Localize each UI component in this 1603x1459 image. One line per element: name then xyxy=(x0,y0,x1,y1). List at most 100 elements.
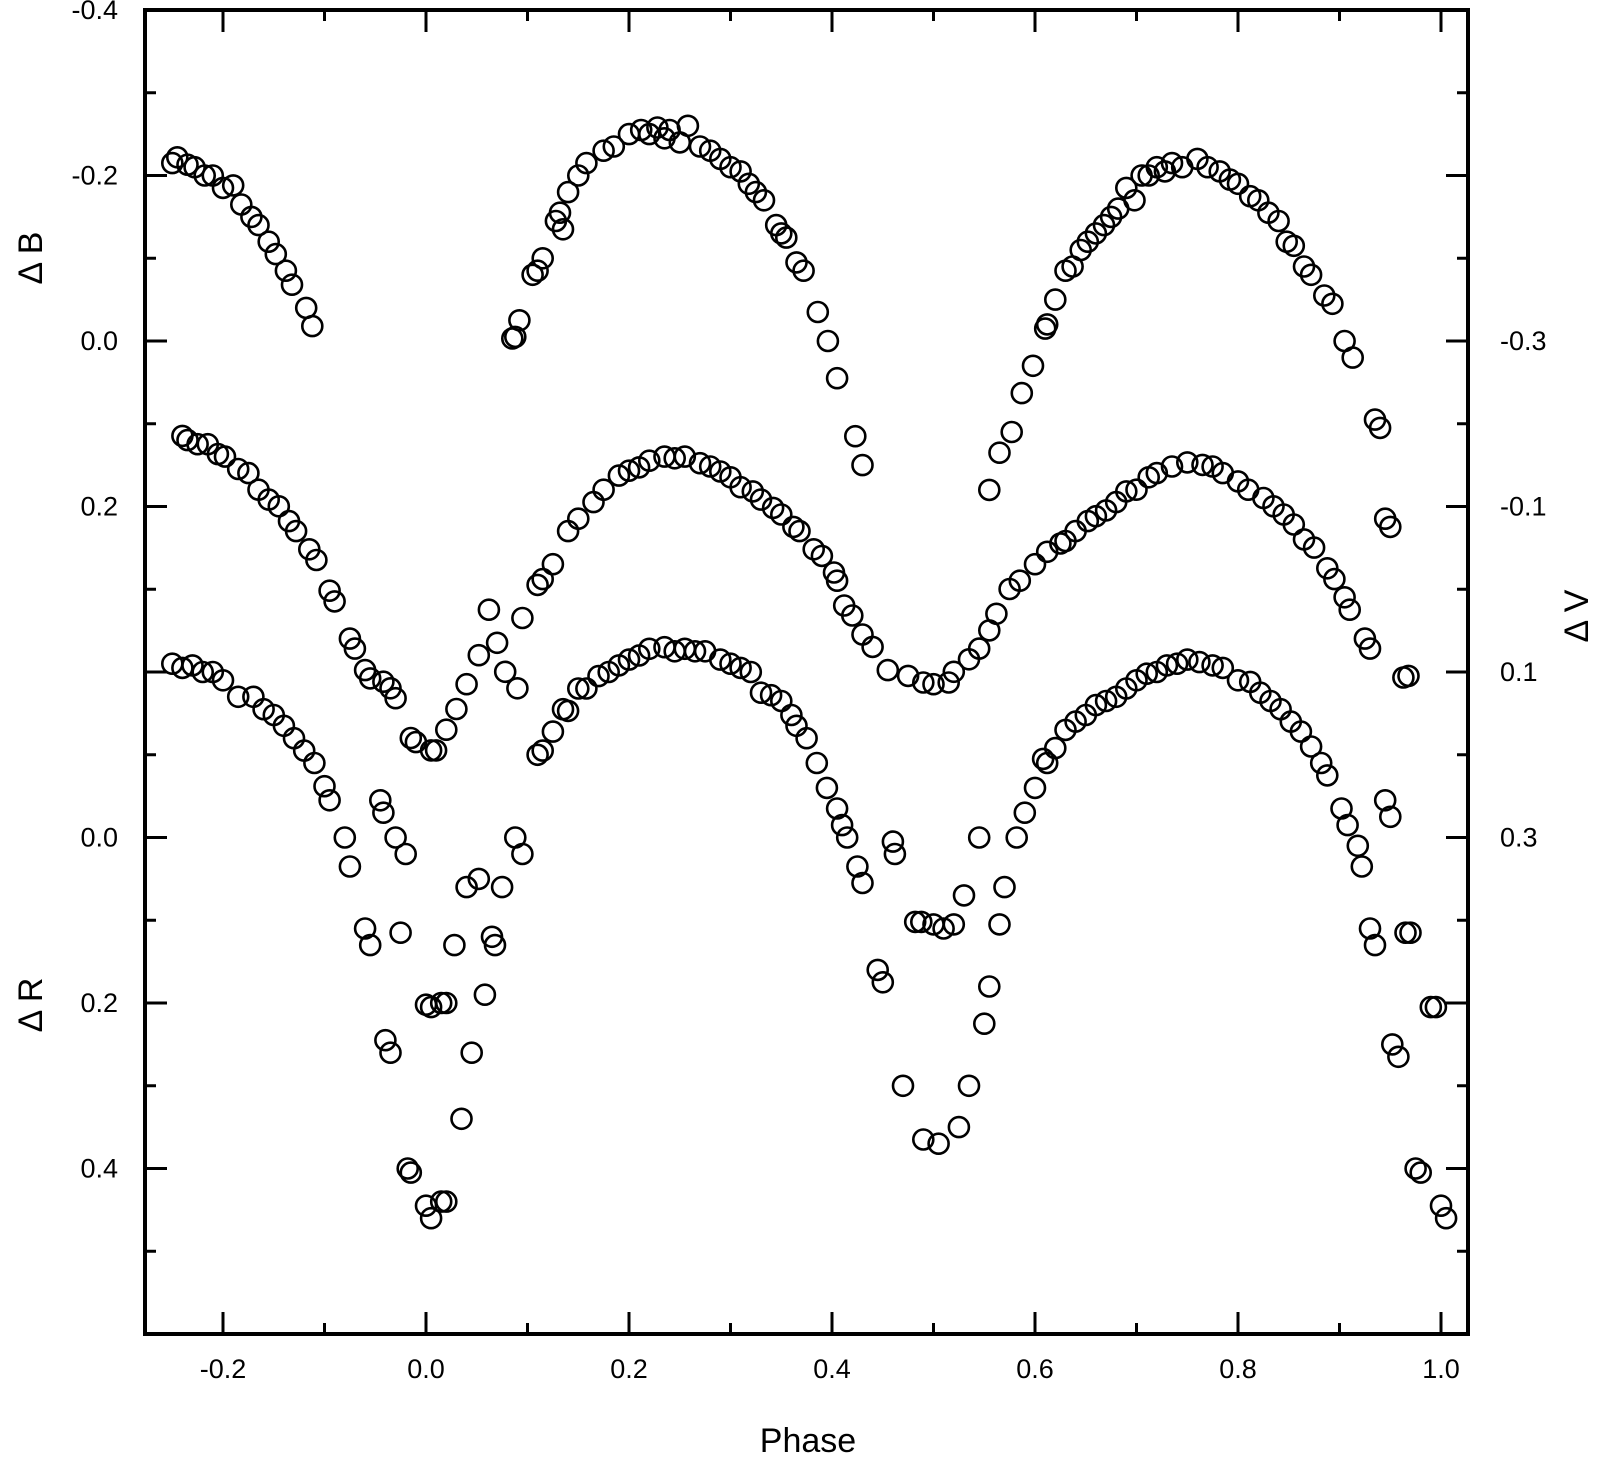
data-point-delta-R xyxy=(556,699,580,723)
y-tick-label-R: 0.0 xyxy=(80,823,118,853)
data-point-delta-V xyxy=(1338,598,1361,622)
data-point-delta-B xyxy=(825,366,849,390)
data-point-delta-B xyxy=(264,242,288,266)
data-point-delta-B xyxy=(752,189,776,212)
data-point-delta-R xyxy=(1409,1161,1432,1184)
data-point-delta-R xyxy=(1176,648,1199,671)
data-point-delta-R xyxy=(1336,813,1359,837)
data-point-delta-B xyxy=(230,193,253,216)
data-point-delta-V xyxy=(1145,461,1169,485)
data-point-delta-R xyxy=(389,921,412,945)
data-point-delta-B xyxy=(1010,381,1034,405)
data-point-delta-V xyxy=(566,507,590,531)
data-point-delta-B xyxy=(1196,155,1219,179)
data-point-delta-B xyxy=(280,273,304,297)
y-tick-label-R: 0.2 xyxy=(80,988,118,1018)
data-point-delta-R xyxy=(1211,656,1235,680)
data-point-delta-R xyxy=(211,668,235,692)
data-point-delta-R xyxy=(434,991,458,1015)
data-point-delta-R xyxy=(1429,1194,1453,1217)
data-point-delta-R xyxy=(399,1161,423,1184)
x-tick-label: -0.2 xyxy=(200,1354,247,1384)
data-point-delta-B xyxy=(257,230,281,253)
data-point-delta-R xyxy=(903,910,927,934)
data-point-delta-V xyxy=(1358,637,1382,660)
data-point-delta-R xyxy=(830,813,854,837)
data-point-delta-B xyxy=(1084,222,1108,245)
data-point-delta-V xyxy=(810,544,834,568)
data-point-delta-R xyxy=(379,1041,402,1064)
data-point-delta-V xyxy=(1323,567,1346,591)
data-point-delta-B xyxy=(792,259,815,283)
data-point-delta-B xyxy=(274,259,298,283)
data-point-delta-V xyxy=(372,670,395,694)
data-point-delta-R xyxy=(1013,801,1037,825)
data-point-delta-B xyxy=(300,314,324,338)
data-point-delta-R xyxy=(805,751,829,775)
axis-ticks xyxy=(145,8,1468,1336)
data-point-delta-R xyxy=(384,826,407,849)
data-point-delta-R xyxy=(1201,654,1224,677)
data-point-delta-V xyxy=(782,515,805,539)
data-point-delta-B xyxy=(1115,176,1138,200)
data-point-delta-B xyxy=(769,222,793,245)
data-point-delta-B xyxy=(193,164,216,187)
data-point-delta-B xyxy=(617,122,641,146)
y-tick-label-V: -0.1 xyxy=(1500,491,1547,521)
data-point-delta-V xyxy=(455,672,478,696)
data-point-delta-R xyxy=(932,917,955,940)
data-point-delta-R xyxy=(292,739,316,762)
data-point-delta-R xyxy=(1424,995,1448,1019)
data-point-delta-V xyxy=(506,676,529,700)
data-point-delta-V xyxy=(942,660,966,684)
data-point-delta-B xyxy=(1341,346,1364,369)
data-point-delta-V xyxy=(1397,664,1420,688)
data-point-delta-R xyxy=(303,751,326,775)
data-point-delta-V xyxy=(592,478,615,502)
data-point-delta-V xyxy=(541,552,565,576)
data-point-delta-R xyxy=(1404,1157,1427,1180)
data-point-delta-V xyxy=(825,569,849,593)
data-point-delta-V xyxy=(526,573,549,597)
data-point-delta-B xyxy=(1160,151,1184,175)
data-point-delta-R xyxy=(531,739,555,762)
data-point-delta-R xyxy=(1379,805,1402,829)
data-point-delta-V xyxy=(741,480,765,503)
data-point-delta-R xyxy=(396,1157,420,1180)
data-point-delta-R xyxy=(1165,652,1189,676)
data-point-delta-B xyxy=(1000,420,1024,444)
data-point-delta-B xyxy=(503,325,527,349)
data-point-delta-R xyxy=(1373,788,1397,812)
data-point-delta-V xyxy=(1191,453,1214,477)
data-point-delta-V xyxy=(384,686,407,710)
data-point-delta-R xyxy=(866,958,890,982)
data-point-delta-B xyxy=(1044,288,1067,311)
data-point-delta-B xyxy=(744,180,768,204)
data-point-delta-R xyxy=(927,1132,950,1155)
data-point-delta-R xyxy=(683,639,707,663)
data-point-delta-V xyxy=(582,490,605,514)
data-point-delta-R xyxy=(483,933,507,957)
data-point-delta-R xyxy=(972,1012,996,1036)
tick-labels: -0.2 0.0 0.2 0.4 0.6 0.8 1.0 -0.4 -0.2 0.0 0.2 0.0 0… xyxy=(71,0,1546,1384)
data-point-delta-R xyxy=(443,933,466,957)
data-point-delta-R xyxy=(871,970,895,994)
data-point-delta-V xyxy=(467,643,491,667)
data-point-delta-B xyxy=(816,329,840,353)
data-point-delta-R xyxy=(318,788,341,812)
data-point-delta-V xyxy=(607,464,631,487)
data-point-delta-R xyxy=(394,842,418,866)
data-point-delta-V xyxy=(318,579,341,603)
data-point-delta-V xyxy=(673,445,697,468)
data-point-delta-V xyxy=(493,660,517,684)
data-point-delta-R xyxy=(372,801,395,825)
data-point-delta-V xyxy=(769,503,793,526)
data-point-delta-R xyxy=(815,776,839,800)
data-point-delta-R xyxy=(1381,1033,1404,1056)
data-point-delta-V xyxy=(911,671,935,694)
data-point-delta-R xyxy=(1346,834,1370,858)
data-point-delta-V xyxy=(840,604,864,627)
data-point-delta-V xyxy=(343,637,367,660)
data-point-delta-V xyxy=(171,424,194,448)
data-point-delta-R xyxy=(617,648,641,671)
